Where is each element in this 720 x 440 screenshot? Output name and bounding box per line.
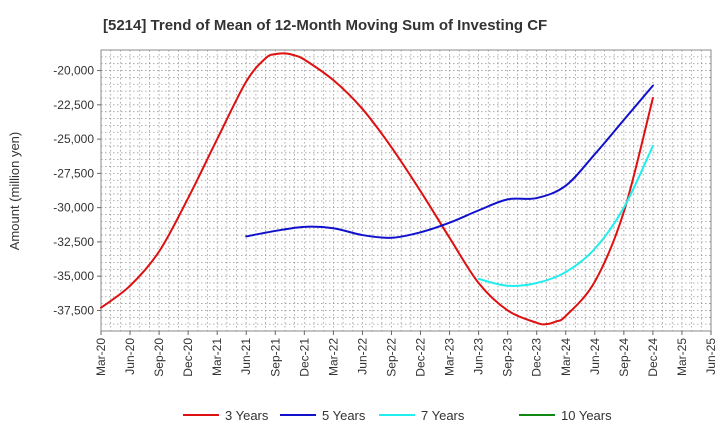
- y-tick-label: -35,000: [53, 269, 94, 283]
- x-tick-label: Jun-23: [472, 338, 486, 375]
- y-axis: -20,000 -22,500 -25,000 -27,500 -30,000 -32,5…: [53, 64, 101, 317]
- legend-label-5-years: 5 Years: [322, 408, 366, 423]
- series-line-7-years: [477, 144, 654, 287]
- x-tick-label: Sep-22: [384, 338, 398, 377]
- x-tick-label: Mar-25: [675, 338, 689, 376]
- x-tick-label: Dec-22: [414, 338, 428, 377]
- x-tick-label: Jun-21: [239, 338, 253, 375]
- x-tick-label: Dec-20: [181, 338, 195, 377]
- series-line-3-years: [100, 52, 654, 326]
- plot-area: [100, 49, 712, 332]
- x-tick-label: Jun-25: [704, 338, 718, 375]
- x-tick-label: Sep-20: [152, 338, 166, 377]
- x-tick-label: Dec-21: [297, 338, 311, 377]
- legend-label-7-years: 7 Years: [421, 408, 465, 423]
- x-tick-label: Mar-20: [94, 338, 108, 376]
- y-tick-label: -32,500: [53, 235, 94, 249]
- x-tick-label: Mar-22: [326, 338, 340, 376]
- x-tick-label: Sep-23: [501, 338, 515, 377]
- x-tick-label: Dec-23: [530, 338, 544, 377]
- x-tick-label: Jun-24: [588, 338, 602, 375]
- y-tick-label: -25,000: [53, 132, 94, 146]
- legend: 3 Years 5 Years 7 Years 10 Years: [183, 408, 612, 423]
- y-tick-label: -30,000: [53, 201, 94, 215]
- legend-label-3-years: 3 Years: [225, 408, 269, 423]
- x-tick-label: Dec-24: [646, 338, 660, 377]
- y-axis-label: Amount (million yen): [7, 132, 22, 251]
- y-tick-label: -37,500: [53, 303, 94, 317]
- series: [100, 52, 654, 326]
- y-tick-label: -22,500: [53, 98, 94, 112]
- x-tick-label: Mar-21: [210, 338, 224, 376]
- x-tick-label: Sep-24: [617, 338, 631, 377]
- x-tick-label: Jun-22: [355, 338, 369, 375]
- legend-label-10-years: 10 Years: [561, 408, 612, 423]
- y-tick-label: -27,500: [53, 166, 94, 180]
- x-axis: Mar-20 Jun-20 Sep-20 Dec-20 Mar-21 Jun-21 Sep-…: [94, 331, 718, 377]
- y-tick-label: -20,000: [53, 64, 94, 78]
- x-tick-label: Sep-21: [268, 338, 282, 377]
- x-tick-label: Jun-20: [123, 338, 137, 375]
- series-line-5-years: [245, 84, 654, 239]
- x-tick-label: Mar-23: [443, 338, 457, 376]
- x-tick-label: Mar-24: [559, 338, 573, 376]
- chart-title: [5214] Trend of Mean of 12-Month Moving …: [103, 17, 547, 34]
